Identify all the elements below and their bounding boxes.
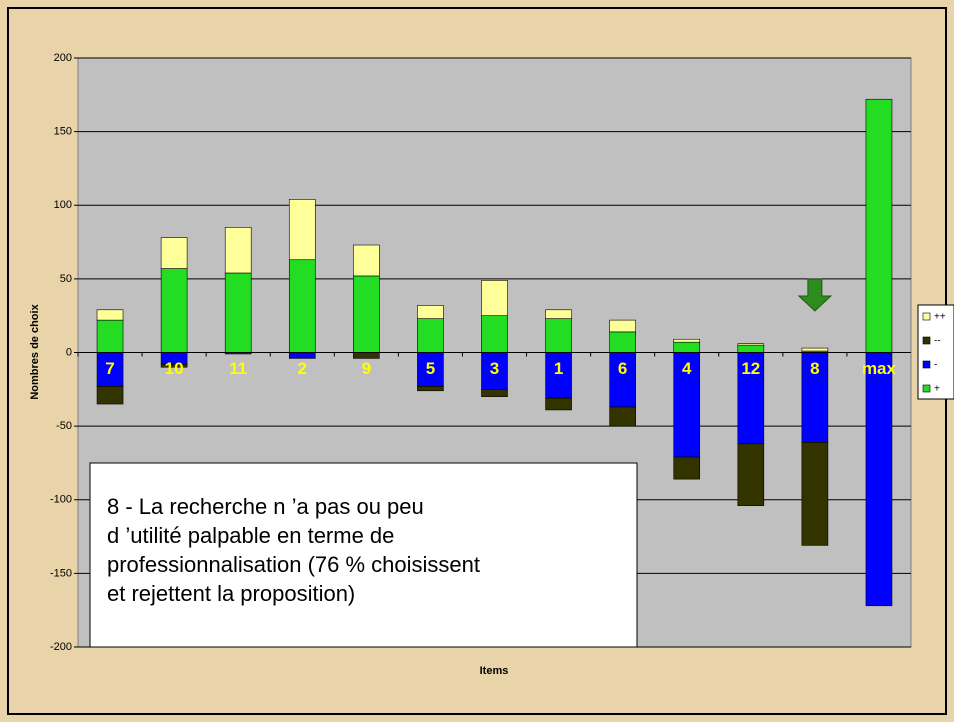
bar-segment: [481, 280, 508, 316]
bar-segment: [224, 272, 252, 353]
annotation-line: d ’utilité palpable en terme de: [107, 523, 394, 548]
bar-segment: [545, 352, 572, 399]
legend-swatch: [922, 312, 931, 321]
bar-segment: [288, 352, 316, 359]
y-tick-label: 0: [66, 346, 72, 358]
bar-segment: [673, 341, 701, 353]
legend-box: [917, 304, 954, 400]
bar-segment: [609, 406, 636, 427]
bar-segment: [737, 344, 765, 353]
y-tick-label: -200: [50, 641, 72, 653]
legend-label: ++: [934, 312, 946, 323]
legend-label: -: [934, 360, 937, 371]
y-axis-label: Nombres de choix: [29, 303, 41, 399]
bar-segment: [481, 352, 508, 390]
x-tick-label: 2: [298, 359, 307, 378]
bar-segment: [481, 389, 508, 397]
legend-label: +: [934, 384, 940, 395]
x-tick-label: 9: [362, 359, 371, 378]
x-tick-label: 11: [229, 359, 247, 378]
legend: ++---+: [917, 304, 954, 400]
x-tick-label: 4: [682, 359, 692, 378]
bar-segment: [417, 305, 444, 319]
arrow: [797, 278, 833, 312]
x-tick-label: 12: [741, 359, 760, 378]
y-tick-label: -100: [50, 494, 72, 506]
y-tick-label: 150: [54, 126, 72, 138]
bar-segment: [673, 338, 701, 343]
bar-segment: [609, 352, 636, 408]
bar-segment: [96, 352, 124, 387]
bar-segment: [288, 199, 316, 261]
bar-segment: [417, 386, 444, 392]
bar-segment: [801, 352, 829, 443]
annotation-box: [89, 462, 638, 648]
y-tick-label: -50: [56, 420, 72, 432]
x-tick-label: 7: [105, 359, 114, 378]
bar-segment: [737, 443, 765, 506]
bar-segment: [865, 352, 893, 607]
bar-segment: [545, 309, 572, 319]
legend-swatch: [922, 360, 931, 369]
y-tick-label: -150: [50, 567, 72, 579]
bar-segment: [288, 259, 316, 353]
bar-segment: [801, 442, 829, 546]
bar-segment: [96, 309, 124, 321]
annotation-line: et rejettent la proposition): [107, 581, 355, 606]
bar-segment: [96, 319, 124, 353]
legend-label: --: [934, 336, 941, 347]
bar-segment: [737, 343, 765, 346]
legend-swatch: [922, 384, 931, 393]
x-tick-label: 1: [554, 359, 563, 378]
bar-segment: [673, 352, 701, 458]
x-tick-label: 6: [618, 359, 627, 378]
bar-segment: [160, 237, 188, 269]
bar-segment: [160, 363, 188, 368]
bar-segment: [353, 244, 380, 277]
bar-segment: [801, 347, 829, 352]
bar-segment: [865, 98, 893, 353]
bar-segment: [96, 386, 124, 405]
bar-segment: [417, 352, 444, 387]
bar-segment: [673, 456, 701, 480]
bar-segment: [224, 227, 252, 274]
x-tick-label: 8: [810, 359, 819, 378]
bar-segment: [609, 319, 636, 333]
bar-segment: [417, 318, 444, 353]
x-tick-label: 3: [490, 359, 499, 378]
bar-segment: [545, 397, 572, 411]
bar-segment: [737, 352, 765, 445]
annotation-line: professionnalisation (76 % choisissent: [107, 552, 480, 577]
y-tick-label: 50: [60, 273, 72, 285]
bar-segment: [481, 315, 508, 353]
legend-swatch: [922, 336, 931, 345]
bar-segment: [609, 331, 636, 353]
annotation-line: 8 - La recherche n ’a pas ou peu: [107, 494, 424, 519]
bar-segment: [353, 275, 380, 353]
x-axis-label: Items: [480, 665, 509, 677]
bar-segment: [160, 268, 188, 353]
bar-segment: [545, 318, 572, 353]
bar-segment: [353, 352, 380, 359]
y-tick-label: 100: [54, 199, 72, 211]
x-tick-label: 10: [165, 359, 184, 378]
y-tick-label: 200: [54, 52, 72, 64]
x-tick-label: max: [862, 359, 897, 378]
x-tick-label: 5: [426, 359, 435, 378]
